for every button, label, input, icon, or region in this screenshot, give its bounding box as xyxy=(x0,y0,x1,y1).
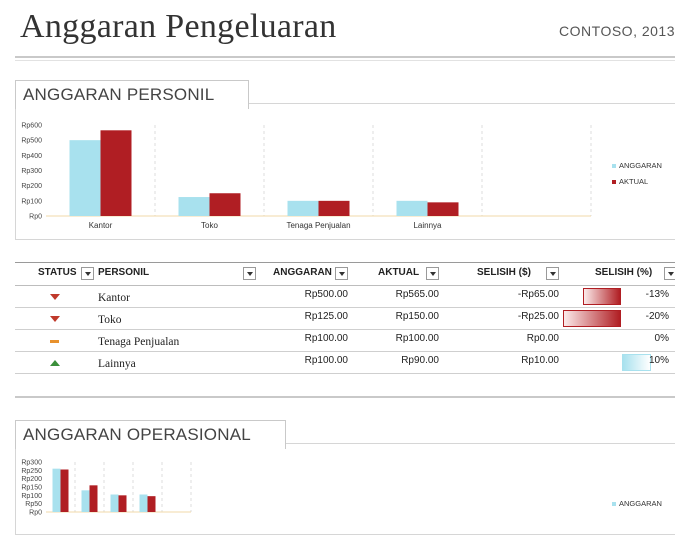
header-selisih-pct: SELISIH (%) xyxy=(595,267,653,278)
row-selisih: Rp10.00 xyxy=(521,355,559,366)
bar-anggaran xyxy=(52,468,61,512)
y-tick-label: Rp400 xyxy=(21,153,42,160)
personnel-chart-panel xyxy=(15,103,675,240)
row-selisih: -Rp25.00 xyxy=(517,311,559,322)
y-tick-label: Rp200 xyxy=(21,183,42,190)
row-selisih-pct: 0% xyxy=(654,333,669,344)
row-selisih-pct: -20% xyxy=(645,311,669,322)
y-tick-label: Rp300 xyxy=(21,168,42,175)
y-tick-label: Rp100 xyxy=(21,493,42,500)
row-anggaran: Rp500.00 xyxy=(304,289,348,300)
row-aktual: Rp100.00 xyxy=(395,333,439,344)
header-status: STATUS xyxy=(38,267,77,278)
page-title: Anggaran Pengeluaran xyxy=(20,8,337,45)
aktual-filter-dropdown[interactable] xyxy=(426,267,439,280)
category-label: Tenaga Penjualan xyxy=(286,221,350,230)
personnel-table xyxy=(15,262,675,263)
row-name: Kantor xyxy=(98,292,130,304)
bar-aktual xyxy=(89,485,98,512)
row-anggaran: Rp125.00 xyxy=(304,311,348,322)
bar-aktual xyxy=(60,469,69,512)
bar-anggaran xyxy=(287,200,319,216)
header-selisih: SELISIH ($) xyxy=(477,267,531,278)
y-tick-label: Rp300 xyxy=(21,460,42,467)
y-tick-label: Rp0 xyxy=(29,510,42,517)
status-down-icon xyxy=(50,316,60,322)
row-name: Lainnya xyxy=(98,358,136,370)
row-selisih: -Rp65.00 xyxy=(517,289,559,300)
personnel-chart-tab: ANGGARAN PERSONIL xyxy=(15,80,250,109)
category-label: Lainnya xyxy=(413,221,442,230)
bar-aktual xyxy=(147,496,156,512)
bar-aktual xyxy=(209,193,241,216)
selisih-databar xyxy=(583,288,621,305)
bar-aktual xyxy=(100,130,132,216)
status-down-icon xyxy=(50,294,60,300)
table-row[interactable]: Kantor Rp500.00 Rp565.00 -Rp65.00 -13% xyxy=(15,285,675,309)
bar-anggaran xyxy=(396,200,428,216)
category-label: Toko xyxy=(201,221,218,230)
row-anggaran: Rp100.00 xyxy=(304,333,348,344)
selisih-filter-dropdown[interactable] xyxy=(546,267,559,280)
company-label: CONTOSO, 2013 xyxy=(559,23,675,39)
table-bottom-rule xyxy=(15,373,675,374)
y-tick-label: Rp250 xyxy=(21,468,42,475)
legend-swatch xyxy=(612,502,616,506)
header-anggaran: ANGGARAN xyxy=(273,267,332,278)
selisih-databar xyxy=(622,354,651,371)
operational-chart-tab: ANGGARAN OPERASIONAL xyxy=(15,420,286,449)
row-name: Toko xyxy=(98,314,122,326)
legend-label: AKTUAL xyxy=(619,177,648,186)
status-filter-dropdown[interactable] xyxy=(81,267,94,280)
category-label: Kantor xyxy=(89,221,113,230)
bar-anggaran xyxy=(110,494,119,512)
legend-label: ANGGARAN xyxy=(619,499,662,508)
bar-aktual xyxy=(118,495,127,512)
row-selisih-pct: -13% xyxy=(645,289,669,300)
row-anggaran: Rp100.00 xyxy=(304,355,348,366)
y-tick-label: Rp600 xyxy=(21,123,42,130)
bar-anggaran xyxy=(139,494,148,512)
personnel-chart: Rp600 Rp500 Rp400 Rp300 Rp200 Rp100 Rp0 Kantor T… xyxy=(21,123,662,231)
selisih-pct-filter-dropdown[interactable] xyxy=(664,267,675,280)
header-divider xyxy=(15,56,675,58)
header-personil: PERSONIL xyxy=(98,267,150,278)
legend-swatch xyxy=(612,164,616,168)
personil-filter-dropdown[interactable] xyxy=(243,267,256,280)
row-aktual: Rp90.00 xyxy=(401,355,439,366)
row-aktual: Rp150.00 xyxy=(395,311,439,322)
table-row[interactable]: Toko Rp125.00 Rp150.00 -Rp25.00 -20% xyxy=(15,307,675,331)
y-tick-label: Rp150 xyxy=(21,485,42,492)
bar-anggaran xyxy=(69,140,101,216)
header-divider-thin xyxy=(15,60,675,61)
status-up-icon xyxy=(50,360,60,366)
bar-anggaran xyxy=(81,490,90,512)
y-tick-label: Rp500 xyxy=(21,138,42,145)
row-selisih-pct: 10% xyxy=(648,355,669,366)
section-divider xyxy=(15,396,675,398)
y-tick-label: Rp0 xyxy=(29,214,42,221)
selisih-databar xyxy=(563,310,621,327)
bar-aktual xyxy=(427,202,459,216)
bar-anggaran xyxy=(178,197,210,216)
row-name: Tenaga Penjualan xyxy=(98,336,180,348)
legend-label: ANGGARAN xyxy=(619,161,662,170)
table-row[interactable]: Lainnya Rp100.00 Rp90.00 Rp10.00 10% xyxy=(15,351,675,375)
bar-aktual xyxy=(318,200,350,216)
y-tick-label: Rp50 xyxy=(25,501,42,508)
status-flat-icon xyxy=(50,340,59,343)
anggaran-filter-dropdown[interactable] xyxy=(335,267,348,280)
y-tick-label: Rp200 xyxy=(21,476,42,483)
header-aktual: AKTUAL xyxy=(378,267,420,278)
row-selisih: Rp0.00 xyxy=(526,333,559,344)
row-aktual: Rp565.00 xyxy=(395,289,439,300)
y-tick-label: Rp100 xyxy=(21,198,42,205)
legend-swatch xyxy=(612,180,616,184)
table-row[interactable]: Tenaga Penjualan Rp100.00 Rp100.00 Rp0.00 0% xyxy=(15,329,675,353)
